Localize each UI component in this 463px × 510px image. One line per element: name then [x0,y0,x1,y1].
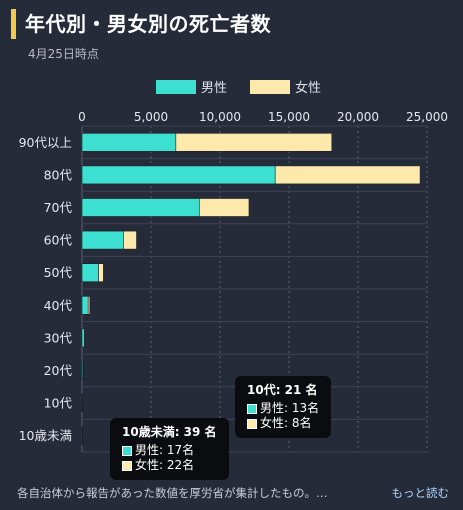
bar-female [98,263,104,283]
male-swatch-icon [247,403,257,414]
category-label: 10歳未満 [19,428,72,443]
tooltip-female-value: 女性: 22名 [135,458,195,472]
x-tick-label: 0 [78,110,86,124]
bar-male [81,165,276,185]
bar-male [81,328,85,348]
tooltip-title: 10代: 21 名 [247,383,318,397]
bar-male [81,295,89,315]
bar-female [274,165,421,185]
bar-female [81,426,84,446]
x-tick-label: 25,000 [406,110,448,124]
category-label: 90代以上 [19,135,72,150]
tooltip-under-10: 10歳未満: 39 名 男性: 17名 女性: 22名 [110,418,229,480]
bar-female [199,198,250,217]
tooltip-female-row: 女性: 8名 [247,416,319,431]
date-label: 4月25日時点 [28,47,99,61]
x-tick-label: 15,000 [268,110,310,124]
bar-female [84,328,86,348]
category-label: 80代 [44,167,73,182]
bar-male [81,198,200,217]
source-note: 各自治体から報告があった数値を厚労省が集計したもの。… [17,486,328,500]
title-accent-bar [11,9,16,39]
bar-male [81,263,99,283]
category-label: 10代 [44,396,73,411]
female-swatch-icon [122,460,132,471]
category-label: 20代 [44,363,73,378]
stacked-bar-chart: 男性 女性 0 5,000 10,000 15,000 20,000 25,000 90代以上 8… [19,80,448,453]
category-label: 50代 [44,265,73,280]
category-label: 60代 [44,233,73,248]
tooltip-10s: 10代: 21 名 男性: 13名 女性: 8名 [235,376,332,438]
category-label: 70代 [44,200,73,215]
bar-female [175,133,333,152]
bar-male [81,133,177,152]
bar-female [81,393,84,413]
bar-female [123,230,137,250]
tooltip-male-row: 男性: 17名 [122,443,217,458]
bar-female [87,295,91,315]
male-swatch-icon [122,445,132,456]
legend-label-female: 女性 [295,80,321,96]
page-title: 年代別・男女別の死亡者数 [25,12,271,36]
tooltip-male-row: 男性: 13名 [247,401,319,416]
tooltip-female-row: 女性: 22名 [122,458,217,473]
bar-female [82,361,85,380]
category-label: 40代 [44,298,73,313]
legend-swatch-male [156,80,196,94]
tooltip-male-value: 男性: 13名 [260,401,320,415]
female-swatch-icon [247,418,257,429]
legend-swatch-female [250,80,290,94]
bar-male [81,230,124,250]
read-more-link[interactable]: もっと読む [391,486,450,500]
tooltip-female-value: 女性: 8名 [260,416,312,430]
legend-label-male: 男性 [201,81,227,96]
tooltip-male-value: 男性: 17名 [135,443,195,457]
x-tick-label: 5,000 [134,110,168,124]
x-tick-label: 20,000 [337,110,379,124]
tooltip-title: 10歳未満: 39 名 [122,425,217,439]
x-tick-label: 10,000 [199,110,241,124]
category-label: 30代 [44,330,73,345]
